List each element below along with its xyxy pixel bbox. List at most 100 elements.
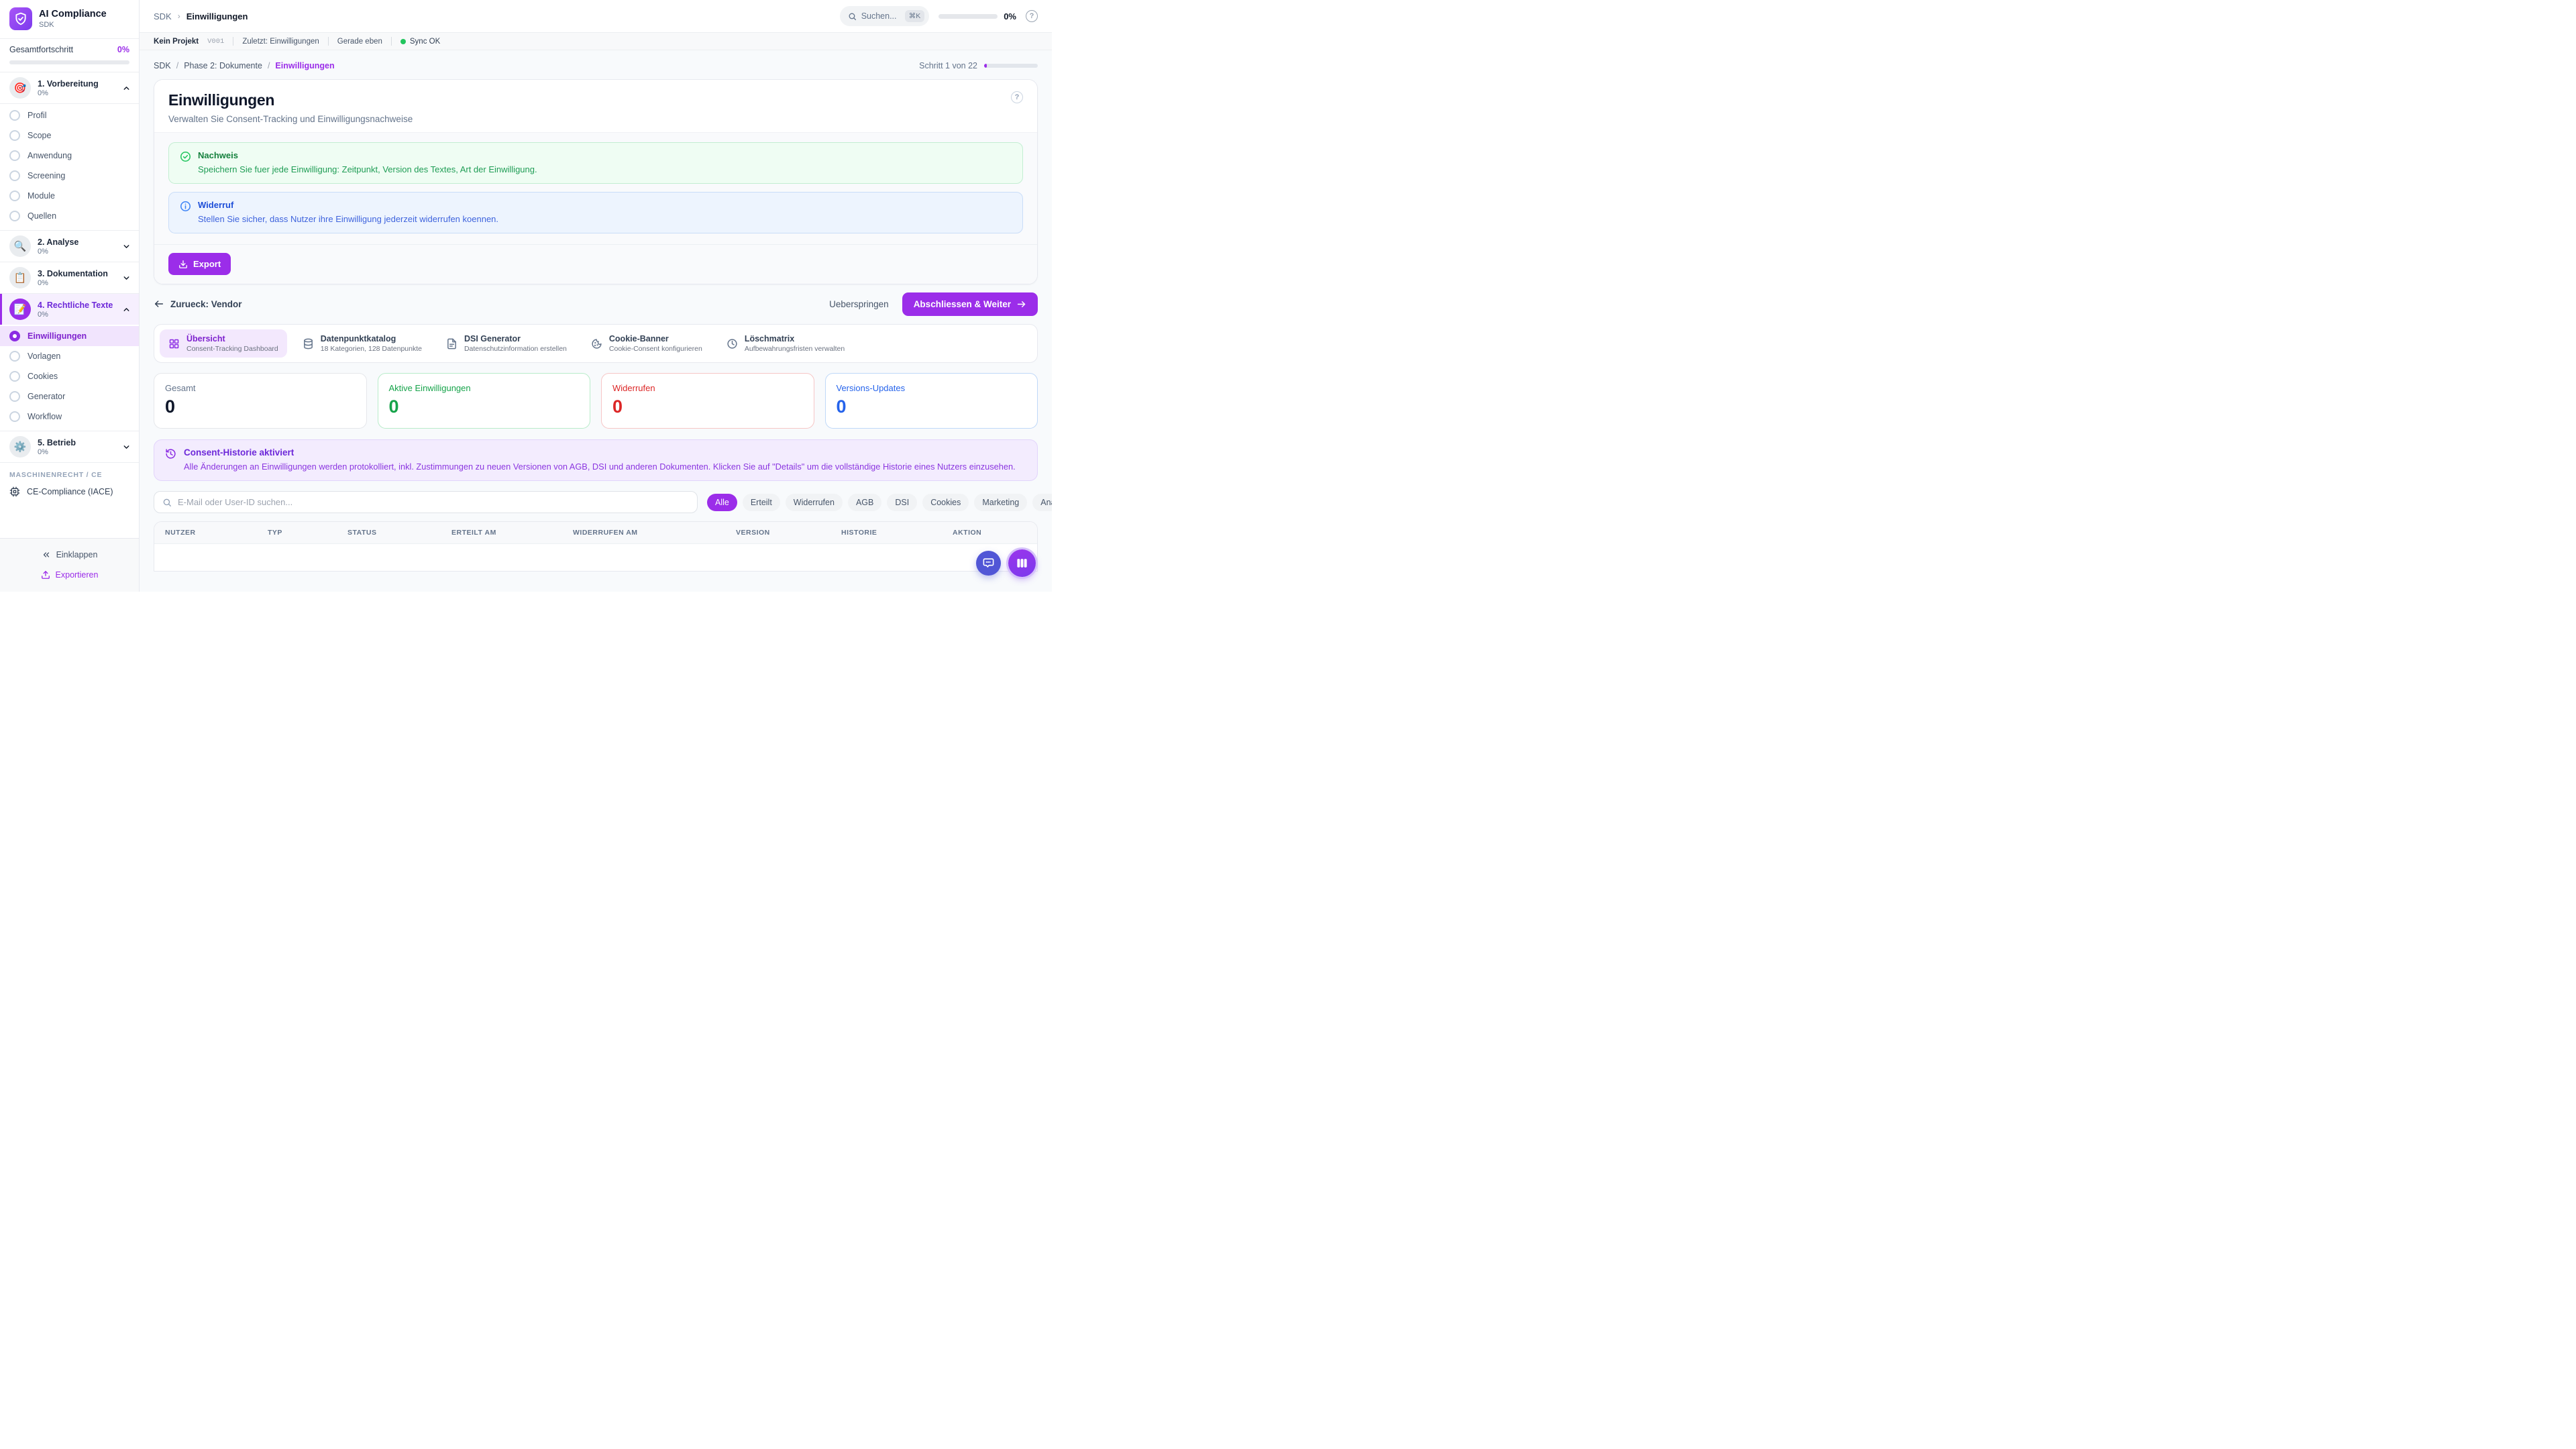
overall-progress-bar	[9, 60, 129, 64]
page-subtitle: Verwalten Sie Consent-Tracking und Einwi…	[168, 114, 413, 124]
sidebar-header: AI Compliance SDK	[0, 0, 139, 38]
chip-alle[interactable]: Alle	[707, 493, 737, 511]
tab-cookie-banner[interactable]: Cookie-Banner Cookie-Consent konfigurier…	[582, 329, 711, 358]
chevron-down-icon	[122, 242, 131, 251]
table-body	[154, 544, 1037, 571]
chevron-down-icon	[122, 443, 131, 451]
double-chevron-left-icon	[42, 550, 51, 559]
collapse-sidebar-button[interactable]: Einklappen	[0, 545, 139, 565]
step-progress: Schritt 1 von 22	[919, 61, 1038, 70]
export-button[interactable]: Export	[168, 253, 231, 275]
sidebar-item-screening[interactable]: Screening	[0, 166, 139, 186]
arrow-left-icon	[154, 299, 164, 309]
chevron-down-icon	[122, 274, 131, 282]
sidebar-section-betrieb[interactable]: ⚙️ 5. Betrieb 0%	[0, 431, 139, 463]
magnifier-icon: 🔍	[9, 235, 31, 257]
col-widerrufen-am: Widerrufen am	[573, 529, 638, 537]
search-icon	[162, 498, 172, 507]
radio-icon	[9, 371, 20, 382]
sidebar-item-workflow[interactable]: Workflow	[0, 407, 139, 427]
chip-marketing[interactable]: Marketing	[974, 493, 1028, 511]
chip-agb[interactable]: AGB	[847, 493, 882, 511]
history-banner-title: Consent-Historie aktiviert	[184, 447, 294, 458]
download-icon	[178, 260, 188, 269]
radio-icon	[9, 170, 20, 181]
tab-dsi-generator[interactable]: DSI Generator Datenschutzinformation ers…	[437, 329, 576, 358]
overall-progress-value: 0%	[117, 45, 129, 54]
arrow-right-icon	[1016, 299, 1026, 309]
columns-fab-button[interactable]	[1008, 549, 1036, 577]
sidebar-group-label: MASCHINENRECHT / CE	[9, 471, 103, 479]
wizard-nav-row: Zurueck: Vendor Ueberspringen Abschliess…	[154, 292, 1038, 316]
sidebar-section-analyse[interactable]: 🔍 2. Analyse 0%	[0, 231, 139, 262]
upload-icon	[41, 570, 50, 580]
cookie-icon	[591, 338, 602, 350]
history-banner-body: Alle Änderungen an Einwilligungen werden…	[184, 462, 1016, 472]
sidebar-item-einwilligungen[interactable]: Einwilligungen	[0, 326, 139, 346]
sidebar-section-vorbereitung[interactable]: 🎯 1. Vorbereitung 0%	[0, 72, 139, 104]
chip-cookies[interactable]: Cookies	[922, 493, 969, 511]
radio-icon	[9, 130, 20, 141]
card-help-icon[interactable]: ?	[1011, 91, 1023, 103]
tab-datenpunktkatalog[interactable]: Datenpunktkatalog 18 Kategorien, 128 Dat…	[294, 329, 431, 358]
page-crumb-phase[interactable]: Phase 2: Dokumente	[184, 61, 262, 70]
sidebar-item-ce-compliance[interactable]: CE-Compliance (IACE)	[0, 482, 139, 503]
grid-icon	[168, 338, 180, 350]
user-search[interactable]	[154, 491, 698, 513]
alert-title: Widerruf	[198, 200, 234, 210]
app-title: AI Compliance	[39, 9, 107, 20]
radio-icon	[9, 351, 20, 362]
file-text-icon	[446, 338, 458, 350]
col-aktion: Aktion	[953, 529, 982, 537]
chip-analyse[interactable]: Analyse	[1032, 493, 1052, 511]
chip-erteilt[interactable]: Erteilt	[742, 493, 780, 511]
user-search-input[interactable]	[178, 497, 689, 507]
sidebar-section-dokumentation[interactable]: 📋 3. Dokumentation 0%	[0, 262, 139, 294]
stats-row: Gesamt 0 Aktive Einwilligungen 0 Widerru…	[154, 373, 1038, 429]
skip-button[interactable]: Ueberspringen	[829, 299, 889, 309]
widerruf-alert: Widerruf Stellen Sie sicher, dass Nutzer…	[168, 192, 1023, 233]
sidebar-item-vorlagen[interactable]: Vorlagen	[0, 346, 139, 366]
info-circle-icon	[180, 201, 191, 224]
sidebar-item-quellen[interactable]: Quellen	[0, 206, 139, 226]
sidebar-item-profil[interactable]: Profil	[0, 105, 139, 125]
tab-loeschmatrix[interactable]: Löschmatrix Aufbewahrungsfristen verwalt…	[718, 329, 853, 358]
global-search-input[interactable]	[861, 11, 900, 21]
tab-uebersicht[interactable]: Übersicht Consent-Tracking Dashboard	[160, 329, 287, 358]
target-icon: 🎯	[9, 77, 31, 99]
alert-title: Nachweis	[198, 150, 238, 160]
chip-dsi[interactable]: DSI	[887, 493, 918, 511]
last-visited: Zuletzt: Einwilligungen	[242, 37, 319, 46]
header-progress-bar	[938, 13, 998, 19]
global-search[interactable]: ⌘K	[839, 6, 930, 26]
shield-check-icon	[14, 12, 28, 25]
page-content: SDK / Phase 2: Dokumente / Einwilligunge…	[140, 50, 1052, 592]
stat-versions-updates: Versions-Updates 0	[824, 373, 1038, 429]
sidebar: AI Compliance SDK Gesamtfortschritt 0% 🎯…	[0, 0, 140, 592]
gear-icon: ⚙️	[9, 436, 31, 458]
chat-bubble-icon	[982, 557, 995, 570]
sidebar-section-rechtliche-texte[interactable]: 📝 4. Rechtliche Texte 0%	[0, 294, 139, 325]
sidebar-item-cookies[interactable]: Cookies	[0, 366, 139, 386]
cpu-chip-icon	[9, 486, 20, 497]
clock-icon	[727, 338, 738, 350]
export-sidebar-button[interactable]: Exportieren	[0, 565, 139, 585]
alert-body: Speichern Sie fuer jede Einwilligung: Ze…	[198, 164, 537, 174]
finish-next-button[interactable]: Abschliessen & Weiter	[902, 292, 1038, 316]
chip-widerrufen[interactable]: Widerrufen	[785, 493, 843, 511]
help-icon[interactable]: ?	[1026, 10, 1038, 22]
sub-tabs: Übersicht Consent-Tracking Dashboard Dat…	[154, 324, 1038, 363]
page-crumb-sdk[interactable]: SDK	[154, 61, 171, 70]
sidebar-item-scope[interactable]: Scope	[0, 125, 139, 146]
sidebar-item-module[interactable]: Module	[0, 186, 139, 206]
sidebar-item-generator[interactable]: Generator	[0, 386, 139, 407]
back-link[interactable]: Zurueck: Vendor	[154, 299, 242, 309]
chat-fab-button[interactable]	[976, 551, 1001, 576]
stat-gesamt: Gesamt 0	[154, 373, 367, 429]
consent-table: Nutzer Typ Status Erteilt am Widerrufen …	[154, 521, 1038, 572]
version-badge: V001	[207, 37, 225, 46]
col-nutzer: Nutzer	[165, 529, 196, 537]
chevron-up-icon	[122, 84, 131, 93]
sidebar-item-anwendung[interactable]: Anwendung	[0, 146, 139, 166]
breadcrumb-root[interactable]: SDK	[154, 11, 172, 21]
